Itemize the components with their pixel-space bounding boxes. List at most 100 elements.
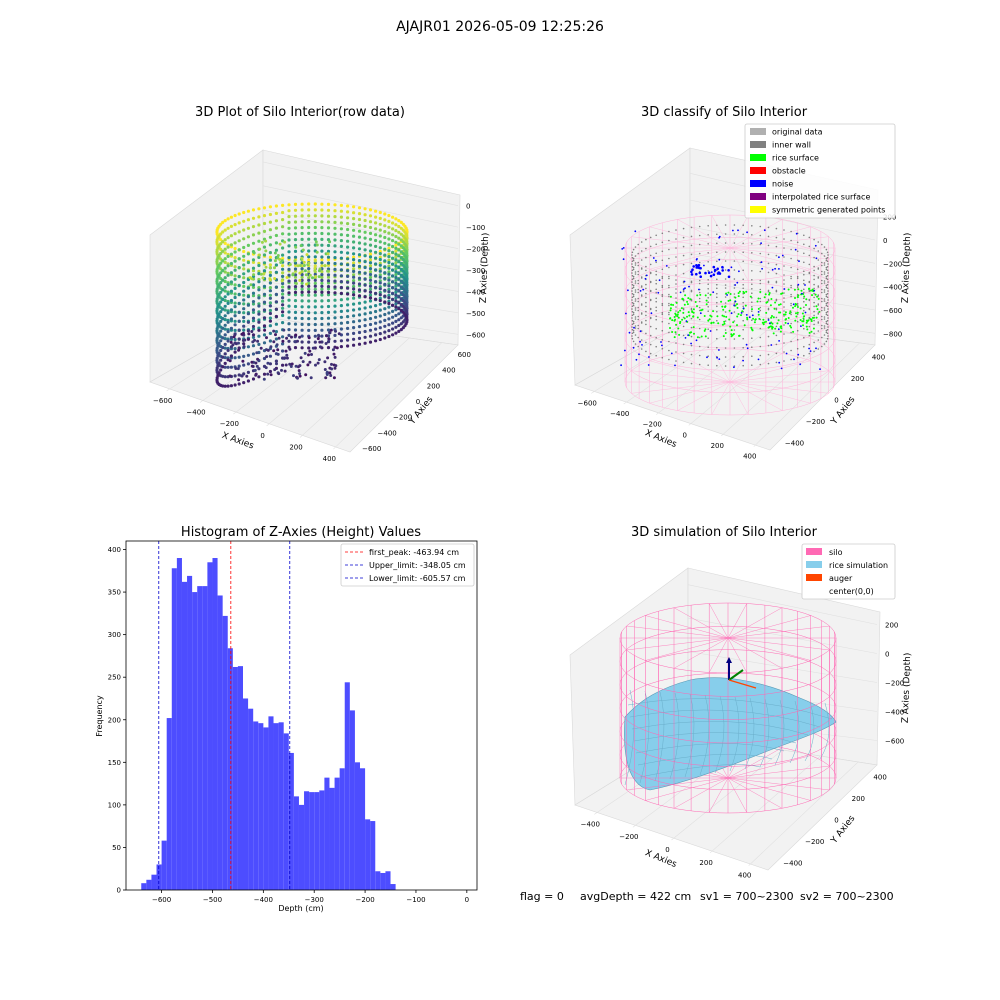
gridline [623, 326, 737, 405]
inner-wall-point [661, 329, 664, 332]
raw-point [281, 232, 285, 236]
raw-point [374, 244, 378, 248]
inner-wall-point [645, 332, 647, 335]
z-tick-label: −400 [883, 284, 902, 292]
raw-point [242, 324, 246, 328]
raw-point [215, 376, 219, 380]
raw-point [266, 372, 270, 376]
raw-point [397, 329, 401, 333]
noise-point [815, 257, 818, 260]
noise-point [698, 271, 702, 275]
inner-wall-point [640, 277, 643, 279]
inner-wall-point [808, 352, 811, 355]
rice-surface-point [681, 297, 684, 300]
footer-avg-depth: avgDepth = 422 cm [580, 890, 691, 903]
raw-point [287, 304, 291, 308]
inner-wall-point [825, 340, 828, 343]
inner-wall-point [707, 355, 709, 358]
inner-wall-point [632, 340, 635, 343]
rice-surface-point [725, 315, 728, 318]
inner-wall-point [698, 234, 701, 237]
raw-point [310, 353, 313, 356]
raw-point [226, 245, 230, 249]
rice-surface-point [692, 315, 695, 318]
raw-point [217, 341, 221, 346]
inner-wall-point [790, 331, 792, 334]
rice-surface-point [736, 303, 738, 306]
raw-point [357, 342, 362, 346]
inner-wall-point [790, 277, 792, 280]
z-tick-label: 0 [883, 237, 887, 245]
rice-surface-point [696, 305, 698, 308]
raw-point [281, 225, 285, 229]
y-tick-label: −200 [393, 414, 412, 422]
raw-point [281, 339, 285, 343]
raw-point [397, 283, 401, 287]
raw-point [219, 319, 223, 323]
rice-surface-point [789, 310, 792, 313]
y-tick-label: 400 [872, 354, 885, 362]
raw-point [320, 281, 324, 285]
raw-point [378, 269, 382, 273]
raw-point [387, 255, 391, 259]
raw-point [387, 323, 391, 327]
raw-point [374, 321, 378, 325]
rice-surface-point [812, 327, 815, 330]
raw-point [357, 319, 362, 323]
inner-wall-point [808, 281, 811, 284]
rice-surface-point [750, 326, 753, 329]
raw-point [287, 232, 291, 236]
histogram-bar [380, 872, 386, 890]
raw-point [339, 291, 343, 295]
inner-wall-point [813, 332, 815, 335]
inner-wall-point [825, 293, 828, 296]
rice-surface-point [762, 323, 765, 326]
raw-point [339, 256, 343, 260]
raw-point [320, 202, 324, 206]
raw-point [268, 296, 272, 300]
raw-point [268, 258, 272, 262]
rice-surface-point [784, 321, 787, 324]
rice-surface-point [769, 325, 772, 328]
x-tick-label: 200 [699, 859, 712, 867]
inner-wall-point [716, 278, 718, 281]
raw-point [246, 243, 250, 247]
raw-point [237, 248, 241, 252]
inner-wall-point [751, 306, 753, 308]
histogram-bar [375, 871, 381, 890]
raw-point [221, 259, 225, 263]
rice-surface-point [776, 322, 779, 325]
inner-wall-point [808, 272, 811, 275]
rice-surface-point [795, 315, 798, 318]
noise-point [716, 267, 719, 271]
rice-surface-patch [624, 677, 837, 791]
silo-wireframe-line [727, 637, 747, 673]
raw-point [307, 353, 310, 357]
inner-wall-point [668, 257, 670, 260]
raw-point [313, 281, 317, 285]
inner-wall-point [733, 311, 736, 313]
raw-point [290, 362, 294, 366]
inner-wall-point [759, 306, 762, 309]
inner-wall-point [759, 363, 762, 366]
rice-surface-point [678, 333, 681, 336]
inner-wall-point [803, 273, 805, 276]
inner-wall-point [668, 266, 670, 269]
inner-wall-point [796, 286, 799, 289]
legend-label: rice surface [772, 154, 819, 163]
inner-wall-point [827, 335, 829, 337]
raw-point [333, 279, 337, 283]
inner-wall-point [823, 300, 826, 302]
raw-point [241, 359, 245, 363]
inner-wall-point [826, 292, 829, 295]
raw-point [307, 220, 311, 224]
raw-point [274, 219, 278, 223]
inner-wall-point [631, 337, 634, 340]
inner-wall-point [817, 322, 820, 324]
inner-wall-point [634, 325, 637, 327]
raw-point [352, 281, 356, 285]
noise-point [687, 334, 689, 336]
rice-surface-point [816, 308, 819, 311]
raw-point [374, 262, 378, 266]
raw-point [329, 328, 333, 332]
